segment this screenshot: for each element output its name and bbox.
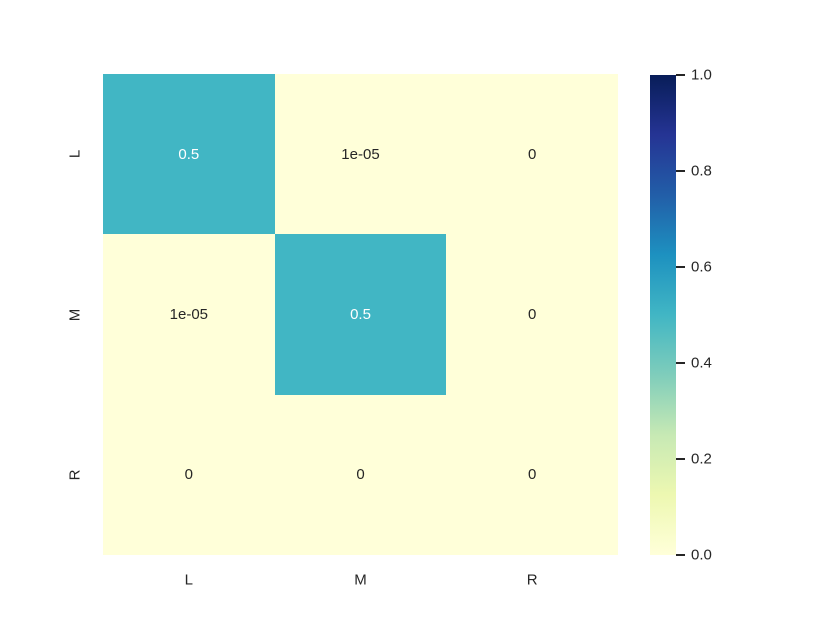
colorbar-tick-label-1.0: 1.0 (691, 66, 712, 84)
heatmap-cell-L-R: 0 (446, 74, 618, 235)
colorbar-tick-mark-0.6 (676, 266, 685, 268)
heatmap-grid: 0.5 1e-05 0 1e-05 0.5 0 0 0 0 (103, 74, 618, 555)
colorbar-tick-mark-0.4 (676, 362, 685, 364)
x-tick-label-L: L (184, 571, 193, 589)
colorbar-tick-label-0.6: 0.6 (691, 258, 712, 276)
colorbar-tick-label-0.8: 0.8 (691, 162, 712, 180)
colorbar-tick-label-0.2: 0.2 (691, 450, 712, 468)
heatmap-cell-M-R: 0 (446, 234, 618, 395)
heatmap-cell-M-L: 1e-05 (103, 234, 275, 395)
heatmap-cell-R-M: 0 (274, 394, 447, 555)
colorbar-gradient (650, 75, 676, 555)
x-tick-label-M: M (354, 571, 367, 589)
y-tick-label-R: R (66, 469, 84, 481)
colorbar-tick-mark-1.0 (676, 74, 685, 76)
heatmap-cell-L-M: 1e-05 (274, 74, 447, 235)
colorbar-tick-mark-0.8 (676, 170, 685, 172)
colorbar-tick-mark-0.0 (676, 554, 685, 556)
y-tick-label-L: L (66, 149, 84, 159)
heatmap-cell-L-L: 0.5 (103, 74, 275, 235)
colorbar-tick-label-0.4: 0.4 (691, 354, 712, 372)
y-tick-label-M: M (66, 308, 84, 321)
heatmap-cell-M-M: 0.5 (274, 234, 447, 395)
heatmap-cell-R-R: 0 (446, 394, 618, 555)
colorbar-tick-label-0.0: 0.0 (691, 546, 712, 564)
heatmap-cell-R-L: 0 (103, 394, 275, 555)
colorbar-tick-mark-0.2 (676, 458, 685, 460)
x-tick-label-R: R (526, 571, 538, 589)
